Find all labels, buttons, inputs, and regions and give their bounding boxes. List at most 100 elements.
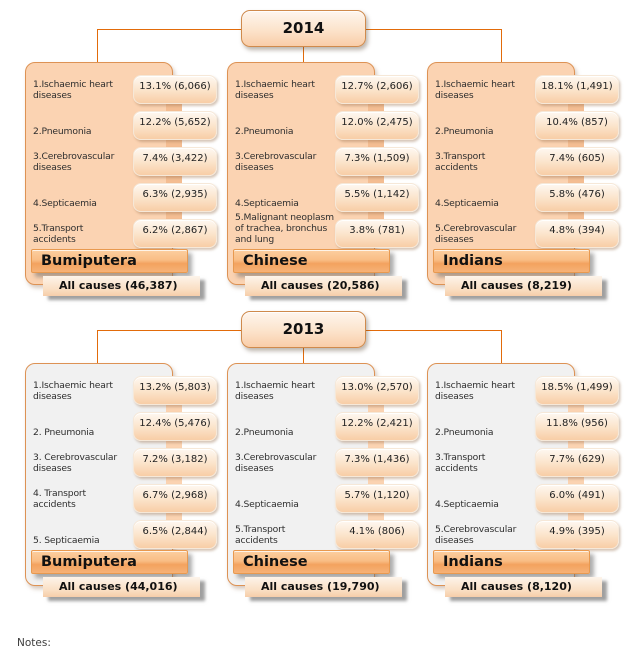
- year-section-2013: 2013 1.Ischaemic heart diseases 13.2% (5…: [0, 303, 640, 603]
- cause-row: 5.Transport accidents 4.1% (806): [235, 513, 419, 549]
- cause-value-pill: 7.4% (3,422): [133, 147, 217, 176]
- all-causes-bar: All causes (46,387): [43, 276, 200, 296]
- cause-label: 5.Transport accidents: [235, 524, 286, 546]
- cause-list: 1.Ischaemic heart diseases 13.2% (5,803)…: [33, 364, 217, 549]
- cause-row: 1.Ischaemic heart diseases 13.2% (5,803): [33, 369, 217, 405]
- cause-label: 2.Pneumonia: [33, 126, 92, 137]
- cause-row: 3. Cerebrovascular diseases 7.2% (3,182): [33, 441, 217, 477]
- cause-value-pill: 7.3% (1,509): [335, 147, 419, 176]
- cause-list: 1.Ischaemic heart diseases 18.1% (1,491)…: [435, 63, 619, 248]
- cause-row: 5. Septicaemia 6.5% (2,844): [33, 513, 217, 549]
- cause-row: 4.Septicaemia 5.7% (1,120): [235, 477, 419, 513]
- cause-row: 1.Ischaemic heart diseases 13.1% (6,066): [33, 68, 217, 104]
- cause-list: 1.Ischaemic heart diseases 12.7% (2,606)…: [235, 63, 419, 248]
- cause-label: 3.Cerebrovascular diseases: [33, 151, 115, 173]
- cause-value-pill: 12.7% (2,606): [335, 75, 419, 104]
- ethnic-panel-bumiputera-2014: 1.Ischaemic heart diseases 13.1% (6,066)…: [25, 62, 217, 296]
- connector-drop-left: [97, 330, 98, 364]
- ethnic-panel-indians-2014: 1.Ischaemic heart diseases 18.1% (1,491)…: [427, 62, 619, 296]
- connector-drop-right: [501, 29, 502, 63]
- cause-value-pill: 10.4% (857): [535, 111, 619, 140]
- cause-value-pill: 3.8% (781): [335, 219, 419, 248]
- cause-value-pill: 18.5% (1,499): [535, 376, 619, 405]
- cause-row: 4. Transport accidents 6.7% (2,968): [33, 477, 217, 513]
- cause-row: 3.Cerebrovascular diseases 7.3% (1,436): [235, 441, 419, 477]
- cause-label: 1.Ischaemic heart diseases: [435, 79, 515, 101]
- cause-label: 5.Transport accidents: [33, 223, 84, 245]
- cause-row: 3.Cerebrovascular diseases 7.4% (3,422): [33, 140, 217, 176]
- cause-label: 2.Pneumonia: [435, 126, 494, 137]
- cause-value-pill: 13.2% (5,803): [133, 376, 217, 405]
- cause-list: 1.Ischaemic heart diseases 13.0% (2,570)…: [235, 364, 419, 549]
- ethnic-group-bar: Bumiputera: [31, 249, 188, 273]
- ethnic-group-bar: Indians: [433, 550, 590, 574]
- connector-drop-middle: [303, 45, 304, 63]
- cause-label: 2.Pneumonia: [235, 126, 294, 137]
- cause-row: 2.Pneumonia 11.8% (956): [435, 405, 619, 441]
- cause-value-pill: 4.9% (395): [535, 520, 619, 549]
- cause-value-pill: 7.2% (3,182): [133, 448, 217, 477]
- cause-value-pill: 7.7% (629): [535, 448, 619, 477]
- cause-value-pill: 5.7% (1,120): [335, 484, 419, 513]
- cause-label: 4.Septicaemia: [435, 198, 499, 209]
- cause-row: 1.Ischaemic heart diseases 13.0% (2,570): [235, 369, 419, 405]
- cause-value-pill: 12.2% (2,421): [335, 412, 419, 441]
- cause-label: 3.Cerebrovascular diseases: [235, 151, 317, 173]
- connector-drop-middle: [303, 346, 304, 364]
- cause-value-pill: 13.0% (2,570): [335, 376, 419, 405]
- cause-value-pill: 7.3% (1,436): [335, 448, 419, 477]
- cause-row: 5.Malignant neoplasm of trachea, bronchu…: [235, 212, 419, 248]
- cause-row: 5.Transport accidents 6.2% (2,867): [33, 212, 217, 248]
- cause-row: 5.Cerebrovascular diseases 4.9% (395): [435, 513, 619, 549]
- cause-row: 1.Ischaemic heart diseases 12.7% (2,606): [235, 68, 419, 104]
- all-causes-bar: All causes (20,586): [245, 276, 402, 296]
- all-causes-bar: All causes (8,120): [445, 577, 602, 597]
- cause-value-pill: 12.2% (5,652): [133, 111, 217, 140]
- ethnic-panel-indians-2013: 1.Ischaemic heart diseases 18.5% (1,499)…: [427, 363, 619, 597]
- cause-label: 4. Transport accidents: [33, 488, 86, 510]
- cause-row: 1.Ischaemic heart diseases 18.5% (1,499): [435, 369, 619, 405]
- cause-label: 5. Septicaemia: [33, 535, 100, 546]
- all-causes-bar: All causes (44,016): [43, 577, 200, 597]
- cause-row: 4.Septicaemia 6.0% (491): [435, 477, 619, 513]
- notes-title: Notes:: [17, 637, 51, 649]
- connector-drop-right: [501, 330, 502, 364]
- cause-label: 3.Cerebrovascular diseases: [235, 452, 317, 474]
- ethnic-group-bar: Chinese: [233, 249, 390, 273]
- cause-value-pill: 12.4% (5,476): [133, 412, 217, 441]
- cause-row: 2.Pneumonia 12.0% (2,475): [235, 104, 419, 140]
- year-label: 2014: [282, 19, 325, 37]
- cause-label: 2.Pneumonia: [435, 427, 494, 438]
- cause-label: 5.Malignant neoplasm of trachea, bronchu…: [235, 212, 334, 245]
- cause-label: 1.Ischaemic heart diseases: [435, 380, 515, 402]
- ethnic-panel-chinese-2013: 1.Ischaemic heart diseases 13.0% (2,570)…: [227, 363, 419, 597]
- connector-drop-left: [97, 29, 98, 63]
- cause-label: 1.Ischaemic heart diseases: [33, 380, 113, 402]
- year-section-2014: 2014 1.Ischaemic heart diseases 13.1% (6…: [0, 2, 640, 302]
- cause-value-pill: 6.2% (2,867): [133, 219, 217, 248]
- cause-row: 2. Pneumonia 12.4% (5,476): [33, 405, 217, 441]
- cause-row: 3.Cerebrovascular diseases 7.3% (1,509): [235, 140, 419, 176]
- cause-row: 4.Septicaemia 6.3% (2,935): [33, 176, 217, 212]
- cause-label: 4.Septicaemia: [235, 499, 299, 510]
- cause-label: 2.Pneumonia: [235, 427, 294, 438]
- ethnic-panel-chinese-2014: 1.Ischaemic heart diseases 12.7% (2,606)…: [227, 62, 419, 296]
- cause-row: 4.Septicaemia 5.8% (476): [435, 176, 619, 212]
- year-box-2013: 2013: [241, 311, 366, 348]
- cause-row: 3.Transport accidents 7.4% (605): [435, 140, 619, 176]
- cause-label: 5.Cerebrovascular diseases: [435, 223, 517, 245]
- cause-row: 3.Transport accidents 7.7% (629): [435, 441, 619, 477]
- cause-value-pill: 4.1% (806): [335, 520, 419, 549]
- ethnic-group-bar: Chinese: [233, 550, 390, 574]
- cause-label: 1.Ischaemic heart diseases: [33, 79, 113, 101]
- cause-label: 5.Cerebrovascular diseases: [435, 524, 517, 546]
- cause-label: 4.Septicaemia: [33, 198, 97, 209]
- cause-row: 2.Pneumonia 12.2% (2,421): [235, 405, 419, 441]
- cause-value-pill: 5.8% (476): [535, 183, 619, 212]
- cause-row: 1.Ischaemic heart diseases 18.1% (1,491): [435, 68, 619, 104]
- cause-row: 5.Cerebrovascular diseases 4.8% (394): [435, 212, 619, 248]
- cause-label: 3.Transport accidents: [435, 151, 486, 173]
- cause-value-pill: 13.1% (6,066): [133, 75, 217, 104]
- cause-value-pill: 18.1% (1,491): [535, 75, 619, 104]
